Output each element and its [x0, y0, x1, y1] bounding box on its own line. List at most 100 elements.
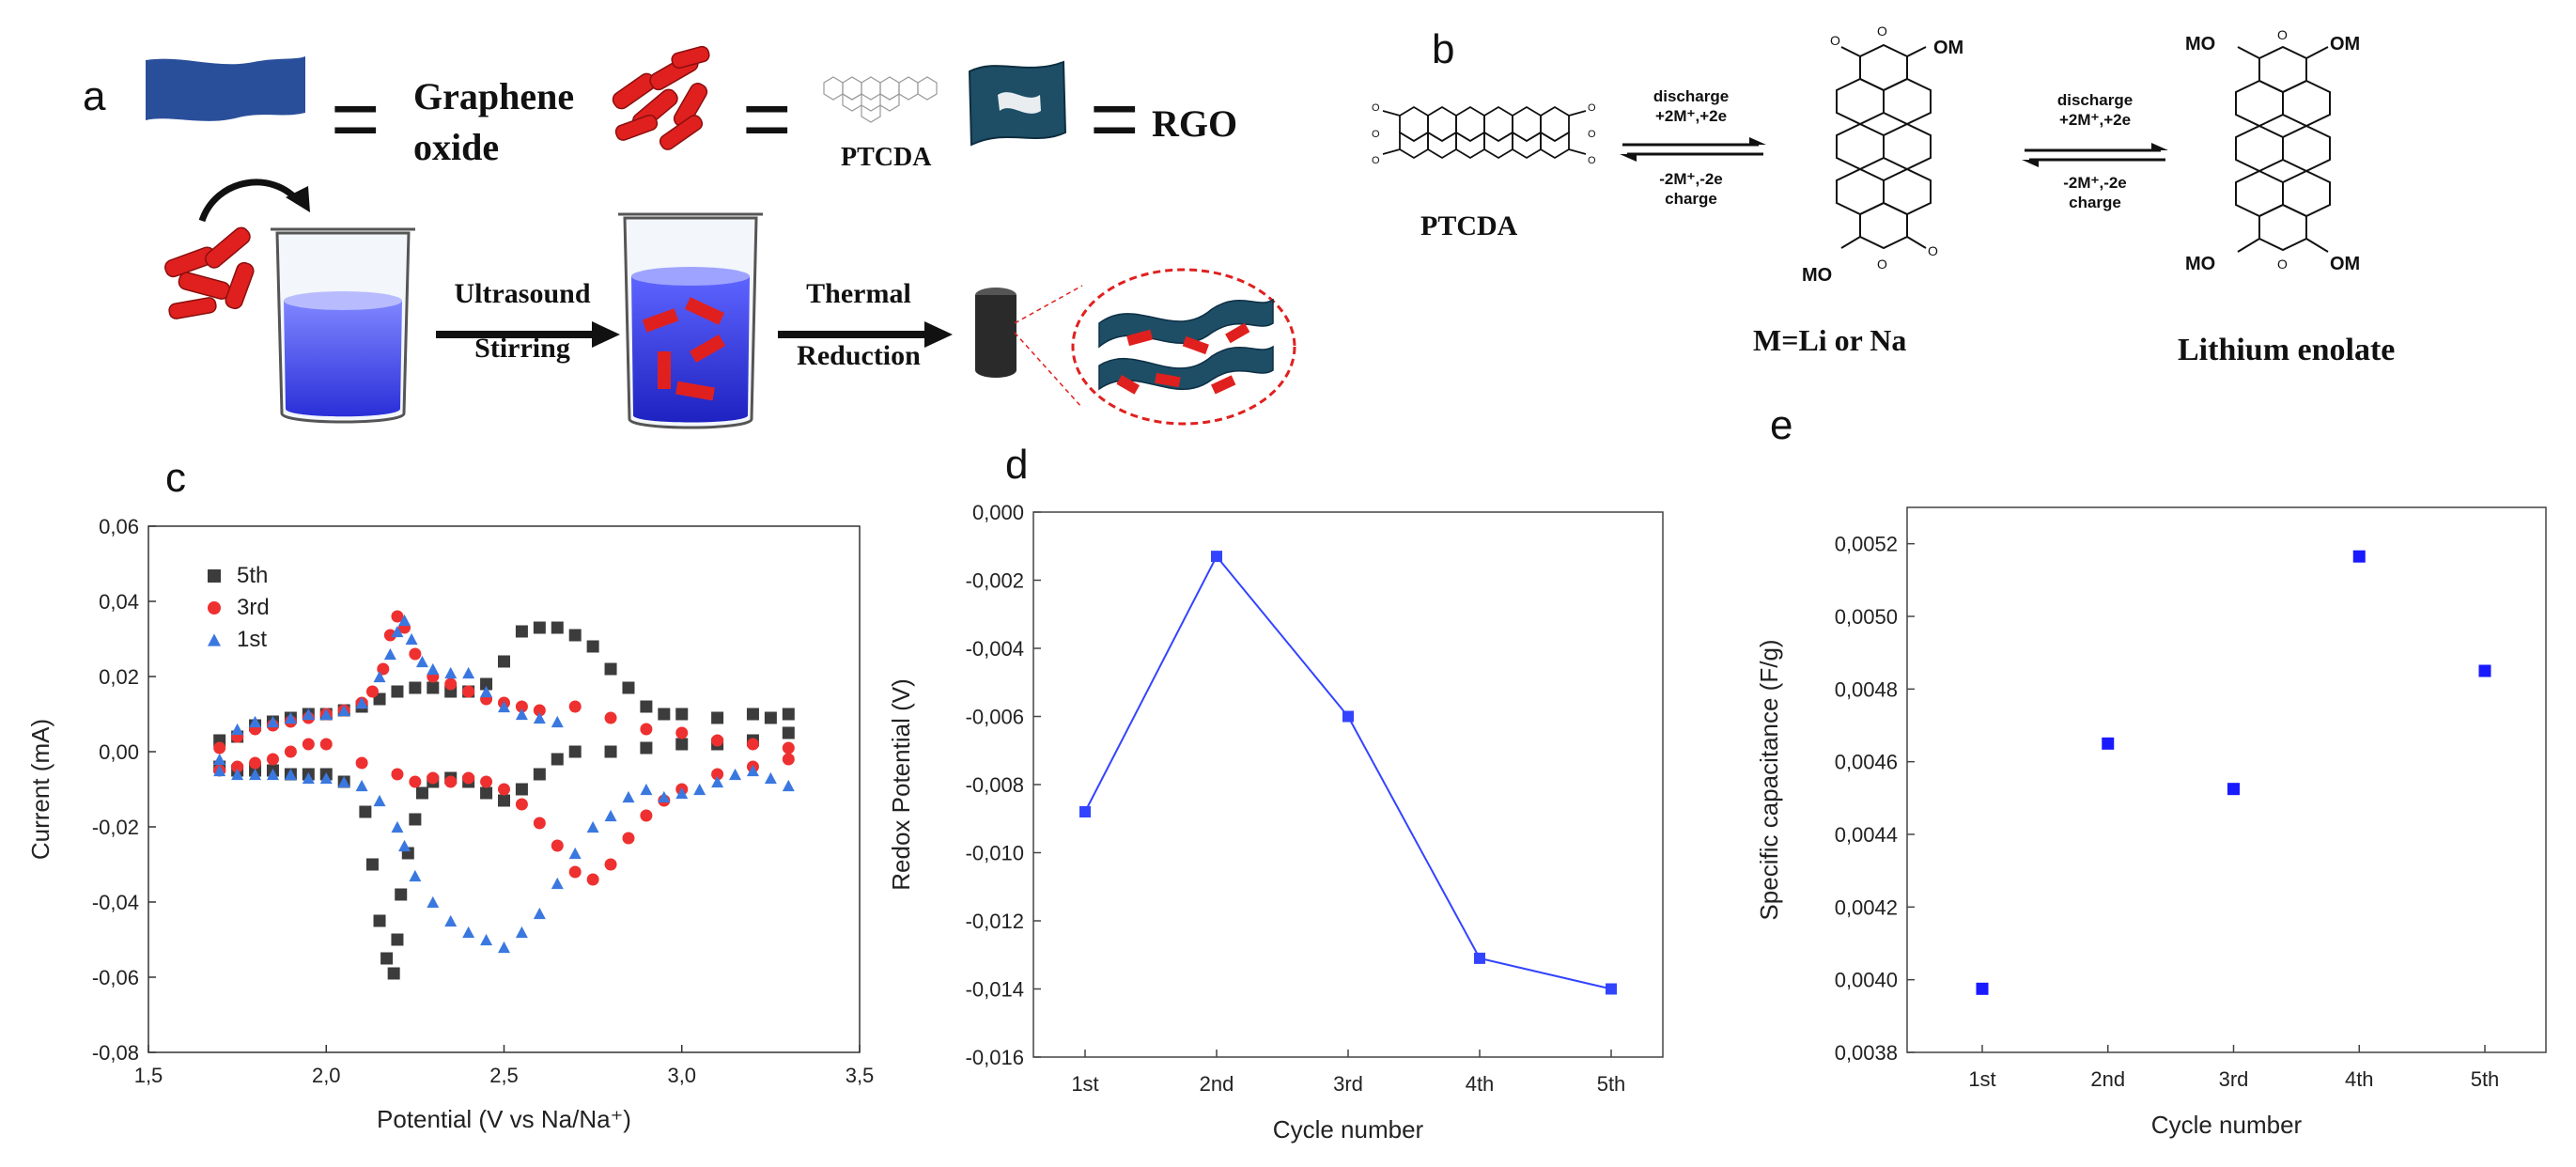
chart-c-legend: 5th 3rd 1st — [208, 563, 270, 652]
chart-c-point — [373, 914, 386, 927]
ptcda-rods-icon — [612, 45, 710, 150]
chart-e-xtick-label: 4th — [2345, 1067, 2374, 1091]
chart-c-point — [515, 783, 528, 796]
chart-c-point — [462, 685, 475, 698]
chart-c-ytick-label: -0,04 — [92, 891, 139, 914]
chart-c-point — [675, 726, 689, 739]
svg-text:O: O — [1877, 257, 1887, 272]
chart-c-point — [480, 933, 493, 946]
chart-c-point — [480, 677, 493, 691]
chart-c-point — [355, 756, 368, 770]
chart-e-ytick-label: 0,0050 — [1835, 605, 1898, 629]
chart-c-point — [515, 926, 528, 939]
svg-text:O: O — [1372, 155, 1380, 166]
chart-d-point — [1342, 710, 1354, 723]
enolate-molecule-icon: O O — [2235, 27, 2331, 272]
chart-c-xtick-label: 3,5 — [846, 1064, 875, 1087]
chart-c-point — [383, 647, 396, 661]
chart-c-point — [231, 723, 244, 736]
chart-c-point — [746, 708, 759, 721]
ptcda-label-b: PTCDA — [1420, 210, 1518, 241]
svg-text:O: O — [1588, 155, 1596, 166]
chart-c-point — [266, 753, 279, 766]
chart-c-point — [551, 877, 564, 890]
chart-c-point — [782, 779, 795, 792]
chart-c-legend-label: 3rd — [237, 595, 270, 620]
chart-c-point — [782, 708, 795, 721]
chart-c-point — [395, 888, 408, 901]
chart-c-point — [391, 685, 404, 698]
chart-c-point — [337, 775, 350, 788]
chart-c-point — [675, 786, 689, 800]
ptcda-molecule-icon: O O O O O O — [1372, 102, 1596, 166]
chart-d-redox-potential: 0,000 -0,002 -0,004 -0,006 -0,008 -0,010 -0,01… — [887, 501, 1664, 1144]
process-arrow-2 — [778, 321, 953, 348]
chart-c-point — [604, 662, 617, 676]
chart-c-point — [355, 779, 368, 792]
chart-c-point — [622, 832, 635, 845]
chart-c-point — [249, 768, 262, 781]
chart-c-point — [568, 700, 582, 713]
process-arrow-1 — [436, 321, 620, 348]
chart-e-point — [2227, 783, 2240, 796]
right-mo-bottom-label: MO — [2185, 254, 2216, 274]
chart-c-point — [302, 738, 315, 751]
curved-arrow-icon — [198, 179, 310, 223]
chart-d-ytick-label: -0,012 — [966, 910, 1024, 933]
chart-c-point — [498, 941, 510, 954]
chart-d-point — [1211, 551, 1222, 563]
chart-c-point — [480, 786, 493, 800]
chart-c-point — [444, 914, 458, 927]
beaker-2-icon — [618, 212, 763, 429]
chart-c-point — [373, 670, 386, 683]
chart-c-point — [711, 775, 724, 788]
forward-label-1: discharge +2M⁺,+2e — [1616, 86, 1766, 127]
chart-e-xlabel: Cycle number — [2151, 1111, 2303, 1139]
chart-c-point — [213, 764, 226, 777]
reverse-label-1: -2M⁺,-2e charge — [1616, 169, 1766, 210]
chart-c-point — [498, 783, 510, 796]
beaker-1-icon — [271, 227, 415, 424]
chart-c-point — [675, 738, 689, 751]
chart-c-point — [586, 640, 599, 653]
chart-c-point — [586, 873, 599, 886]
mid-om-label: OM — [1933, 38, 1964, 58]
rev2-line1: -2M⁺,-2e — [2063, 174, 2127, 192]
chart-c-point — [365, 685, 379, 698]
chart-c-ylabel: Current (mA) — [26, 719, 54, 860]
chart-d-ytick-label: -0,004 — [966, 637, 1024, 661]
chart-c-ytick-label: 0,00 — [99, 740, 139, 764]
chart-c-series-1st — [213, 614, 795, 954]
chart-d-xlabel: Cycle number — [1273, 1115, 1424, 1144]
chart-c-point — [746, 764, 759, 777]
mid-caption: M=Li or Na — [1753, 323, 1907, 357]
chart-c-point — [622, 681, 635, 694]
intermediate-molecule-icon: O O O O — [1830, 23, 1938, 272]
chart-c-point — [319, 771, 333, 785]
chart-c-xtick-label: 2,5 — [489, 1064, 519, 1087]
chart-c-point — [409, 647, 422, 661]
chart-d-series-line — [1084, 554, 1612, 990]
chart-d-xtick-label: 4th — [1466, 1072, 1495, 1096]
chart-c-point — [409, 775, 422, 788]
chart-c-point — [249, 715, 262, 728]
chart-e-plot-frame — [1906, 506, 2547, 1053]
chart-c-point — [444, 775, 458, 788]
chart-c-legend-label: 1st — [237, 627, 267, 652]
chart-c-point — [391, 933, 404, 946]
chart-c-point — [568, 629, 582, 642]
chart-c-point — [551, 839, 564, 852]
chart-c-point — [533, 621, 546, 634]
graphene-oxide-label: Graphene oxide — [413, 71, 574, 173]
ptcda-molecule-small-icon — [823, 76, 938, 123]
chart-e-ytick-label: 0,0046 — [1835, 751, 1898, 774]
ptcda-label-a: PTCDA — [841, 143, 932, 172]
equilibrium-arrow-2 — [2022, 143, 2168, 167]
chart-c-point — [604, 711, 617, 724]
panel-letter-a: a — [83, 73, 106, 119]
chart-d-ytick-label: 0,000 — [972, 501, 1024, 524]
chart-c-point — [568, 847, 582, 860]
chart-c-point — [640, 723, 653, 736]
graphene-label-line2: oxide — [413, 126, 500, 168]
chart-c-point — [551, 753, 564, 766]
